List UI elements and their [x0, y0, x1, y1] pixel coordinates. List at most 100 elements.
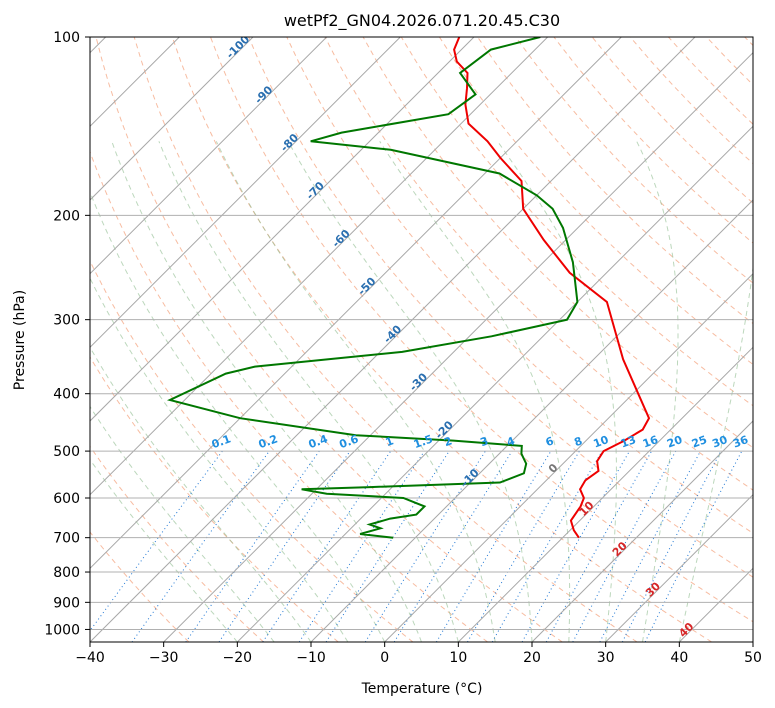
y-tick-label: 600: [53, 491, 80, 507]
y-tick-label: 900: [53, 595, 80, 611]
mixing-ratio-label: 4: [505, 434, 517, 449]
mixing-ratio-line: [435, 450, 552, 642]
x-axis: −40 −30 −20 −10 0 10 20 30 40 50: [75, 642, 762, 666]
dry-adiabat: [90, 356, 339, 642]
moist-adiabat: [379, 141, 571, 642]
isotherm-label-lower: 20: [610, 539, 630, 559]
dry-adiabat: [90, 259, 414, 642]
isotherm-line: [90, 37, 475, 422]
y-axis-title: Pressure (hPa): [12, 290, 28, 390]
isotherms: [90, 37, 753, 642]
moist-adiabat: [678, 264, 753, 642]
dewpoint-profile: [166, 37, 579, 539]
isotherm-line: [531, 420, 753, 642]
mixing-ratio-label: 20: [665, 433, 684, 451]
x-tick-label: −30: [149, 650, 179, 666]
isotherm-label: -60: [330, 227, 353, 250]
isotherm-label: -40: [381, 322, 404, 345]
isotherm-line: [90, 37, 622, 570]
dry-adiabat: [248, 37, 753, 578]
x-tick-label: 40: [670, 650, 688, 666]
isotherm-label-lower: 30: [643, 579, 663, 599]
isotherm-line: [90, 37, 696, 642]
x-tick-label: 20: [523, 650, 541, 666]
dry-adiabat: [210, 37, 753, 623]
y-axis: 1000 900 800 700 600 500 400 300 200 100: [44, 30, 90, 638]
mixing-ratio-line: [90, 450, 223, 632]
y-tick-label: 700: [53, 531, 80, 547]
moist-adiabat: [90, 405, 275, 642]
y-tick-label: 300: [53, 313, 80, 329]
mixing-ratio-label: 10: [592, 433, 611, 451]
mixing-ratio-line: [572, 450, 677, 642]
isotherm-line: [384, 272, 753, 642]
isotherm-label: -50: [355, 275, 378, 298]
mixing-ratio-line: [218, 450, 351, 642]
mixing-ratio-line: [131, 450, 270, 642]
mixing-ratio-line: [298, 450, 425, 642]
moist-adiabat: [287, 141, 533, 642]
isotherm-line: [752, 641, 753, 642]
mixing-ratio-label: 25: [690, 433, 709, 450]
y-tick-label: 400: [53, 387, 80, 403]
isotherm-label-lower: 10: [577, 499, 597, 519]
mixing-ratio-label: 1.5: [412, 432, 435, 451]
plot-area: -100-90-80-70-60-50-40-30-20-10 0.1 0.2 0.…: [90, 37, 753, 642]
isotherm-line: [90, 37, 549, 496]
isotherm-label: -90: [252, 83, 275, 106]
plot-frame: [89, 36, 754, 643]
x-tick-label: 30: [597, 650, 615, 666]
isotherm-label: -80: [278, 131, 301, 154]
moist-adiabat: [215, 141, 496, 642]
dry-adiabat: [90, 445, 264, 642]
isotherm-line: [90, 37, 254, 201]
mixing-ratio-label: 3: [478, 434, 490, 449]
isotherm-line: [236, 125, 753, 642]
x-tick-label: −10: [296, 650, 326, 666]
x-tick-label: 50: [744, 650, 762, 666]
isotherm-line: [90, 37, 401, 349]
dry-adiabat: [133, 37, 638, 642]
dry-adiabat: [90, 150, 488, 642]
mixing-ratio-label: 0.2: [257, 432, 280, 451]
isotherm-line: [310, 199, 753, 642]
mixing-ratio-label: 13: [619, 433, 638, 450]
isotherm-line: [678, 567, 753, 642]
y-tick-label: 100: [53, 30, 80, 46]
mixing-ratio-label: 2: [442, 434, 454, 449]
mixing-ratio-label: 6: [544, 434, 556, 449]
mixing-ratio-label: 0.4: [307, 432, 330, 451]
mixing-ratio-line: [467, 450, 580, 642]
dry-adiabat: [706, 37, 753, 86]
isotherm-line: [90, 37, 328, 275]
x-axis-title: Temperature (°C): [361, 681, 483, 697]
mixing-ratio-lines: [90, 450, 743, 642]
dry-adiabat: [744, 37, 753, 47]
isotherm-line: [605, 493, 753, 642]
chart-title: wetPf2_GN04.2026.071.20.45.C30: [284, 11, 560, 31]
y-tick-label: 500: [53, 444, 80, 460]
temperature-profile: [453, 37, 651, 539]
pressure-gridlines: [90, 37, 753, 630]
moist-adiabats: [90, 141, 753, 642]
dry-adiabat: [90, 531, 190, 642]
moist-adiabat: [636, 141, 679, 642]
dry-adiabat: [438, 37, 753, 366]
sounding-series: [166, 37, 651, 539]
mixing-ratio-label: 36: [731, 433, 750, 451]
x-tick-label: −20: [223, 650, 253, 666]
mixing-ratio-line: [262, 450, 392, 642]
mixing-ratio-label: 1: [384, 434, 396, 449]
dry-adiabat: [171, 37, 712, 642]
mixing-ratio-line: [545, 450, 653, 642]
isotherm-label: -70: [304, 179, 327, 202]
mixing-ratio-label: 30: [710, 433, 729, 451]
mixing-ratio-line: [325, 450, 450, 642]
mixing-ratio-label: 16: [641, 433, 660, 451]
isotherm-line: [457, 346, 753, 642]
mixing-ratio-labels: 0.1 0.2 0.4 0.6 1 1.5 2 3 4 6 8 10 13 16 20 25 30 36: [210, 432, 750, 451]
mixing-ratio-label: 0.6: [338, 432, 361, 451]
mixing-ratio-line: [185, 450, 320, 642]
mixing-ratio-label: 8: [572, 434, 584, 449]
